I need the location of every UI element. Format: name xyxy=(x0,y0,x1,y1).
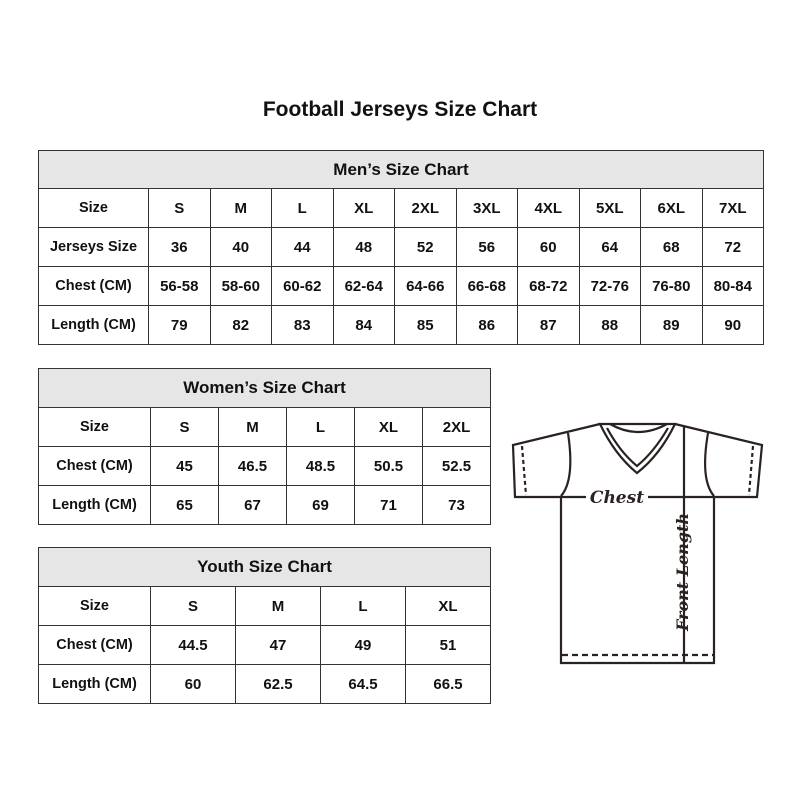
table-cell: L xyxy=(286,407,355,447)
table-cell: S xyxy=(150,586,236,626)
front-length-label: Front Length xyxy=(673,513,692,632)
table-row: Jerseys Size 36 40 44 48 52 56 60 64 68 72 xyxy=(38,227,764,267)
row-label: Size xyxy=(38,407,151,447)
table-cell: 66-68 xyxy=(455,266,518,306)
table-cell: 5XL xyxy=(578,188,641,228)
table-cell: 46.5 xyxy=(218,446,287,486)
table-row: Chest (CM) 45 46.5 48.5 50.5 52.5 xyxy=(38,446,491,486)
table-row: Chest (CM) 44.5 47 49 51 xyxy=(38,625,491,665)
table-cell: 64 xyxy=(578,227,641,267)
table-cell: 56-58 xyxy=(148,266,211,306)
table-cell: 60 xyxy=(517,227,580,267)
table-cell: 4XL xyxy=(517,188,580,228)
table-cell: 84 xyxy=(332,305,395,345)
table-cell: 51 xyxy=(405,625,491,665)
table-row: Size S M L XL 2XL 3XL 4XL 5XL 6XL 7XL xyxy=(38,188,764,228)
table-cell: XL xyxy=(332,188,395,228)
table-cell: 56 xyxy=(455,227,518,267)
table-cell: 52.5 xyxy=(422,446,491,486)
table-cell: 67 xyxy=(218,485,287,525)
men-table-heading: Men’s Size Chart xyxy=(38,150,764,189)
table-cell: 85 xyxy=(394,305,457,345)
table-cell: 79 xyxy=(148,305,211,345)
table-cell: 52 xyxy=(394,227,457,267)
table-cell: 62-64 xyxy=(332,266,395,306)
row-label: Length (CM) xyxy=(38,305,149,345)
row-label: Size xyxy=(38,586,151,626)
table-cell: 2XL xyxy=(422,407,491,447)
row-label: Length (CM) xyxy=(38,485,151,525)
table-cell: 90 xyxy=(701,305,764,345)
table-cell: 72-76 xyxy=(578,266,641,306)
table-cell: 60 xyxy=(150,664,236,704)
table-cell: 88 xyxy=(578,305,641,345)
table-cell: 44.5 xyxy=(150,625,236,665)
table-cell: 66.5 xyxy=(405,664,491,704)
table-cell: 60-62 xyxy=(271,266,334,306)
table-cell: 86 xyxy=(455,305,518,345)
row-label: Chest (CM) xyxy=(38,446,151,486)
table-cell: 62.5 xyxy=(235,664,321,704)
table-cell: M xyxy=(235,586,321,626)
table-cell: 76-80 xyxy=(640,266,703,306)
table-cell: 68-72 xyxy=(517,266,580,306)
table-cell: S xyxy=(148,188,211,228)
table-cell: 45 xyxy=(150,446,219,486)
jersey-outline-icon: Chest Front Length xyxy=(511,422,764,665)
table-cell: 3XL xyxy=(455,188,518,228)
table-cell: M xyxy=(209,188,272,228)
row-label: Jerseys Size xyxy=(38,227,149,267)
table-cell: 72 xyxy=(701,227,764,267)
table-cell: M xyxy=(218,407,287,447)
table-cell: 7XL xyxy=(701,188,764,228)
table-cell: 36 xyxy=(148,227,211,267)
table-cell: L xyxy=(320,586,406,626)
table-cell: S xyxy=(150,407,219,447)
women-size-table: Women’s Size Chart Size S M L XL 2XL Chest (CM)… xyxy=(38,368,491,525)
men-size-table: Men’s Size Chart Size S M L XL 2XL 3XL 4XL 5XL 6XL… xyxy=(38,150,764,345)
row-label: Size xyxy=(38,188,149,228)
table-cell: 2XL xyxy=(394,188,457,228)
table-cell: 87 xyxy=(517,305,580,345)
table-cell: 44 xyxy=(271,227,334,267)
row-label: Length (CM) xyxy=(38,664,151,704)
table-row: Length (CM) 60 62.5 64.5 66.5 xyxy=(38,664,491,704)
row-label: Chest (CM) xyxy=(38,266,149,306)
chest-label: Chest xyxy=(590,488,644,508)
table-cell: XL xyxy=(405,586,491,626)
table-row: Chest (CM) 56-58 58-60 60-62 62-64 64-66 66-68… xyxy=(38,266,764,306)
table-cell: 58-60 xyxy=(209,266,272,306)
row-label: Chest (CM) xyxy=(38,625,151,665)
table-cell: 80-84 xyxy=(701,266,764,306)
table-cell: 64-66 xyxy=(394,266,457,306)
table-cell: 65 xyxy=(150,485,219,525)
table-cell: 68 xyxy=(640,227,703,267)
youth-table-heading: Youth Size Chart xyxy=(38,547,491,587)
table-cell: 89 xyxy=(640,305,703,345)
table-cell: 47 xyxy=(235,625,321,665)
table-cell: XL xyxy=(354,407,423,447)
table-cell: 48 xyxy=(332,227,395,267)
table-cell: L xyxy=(271,188,334,228)
table-cell: 83 xyxy=(271,305,334,345)
table-cell: 50.5 xyxy=(354,446,423,486)
table-cell: 64.5 xyxy=(320,664,406,704)
table-cell: 48.5 xyxy=(286,446,355,486)
table-row: Length (CM) 65 67 69 71 73 xyxy=(38,485,491,525)
table-row: Size S M L XL 2XL xyxy=(38,407,491,447)
table-cell: 73 xyxy=(422,485,491,525)
table-cell: 49 xyxy=(320,625,406,665)
women-table-heading: Women’s Size Chart xyxy=(38,368,491,408)
youth-size-table: Youth Size Chart Size S M L XL Chest (CM) 44.5 4… xyxy=(38,547,491,704)
table-row: Length (CM) 79 82 83 84 85 86 87 88 89 90 xyxy=(38,305,764,345)
table-cell: 69 xyxy=(286,485,355,525)
table-cell: 71 xyxy=(354,485,423,525)
table-cell: 82 xyxy=(209,305,272,345)
table-row: Size S M L XL xyxy=(38,586,491,626)
table-cell: 40 xyxy=(209,227,272,267)
page-title: Football Jerseys Size Chart xyxy=(262,98,538,121)
table-cell: 6XL xyxy=(640,188,703,228)
